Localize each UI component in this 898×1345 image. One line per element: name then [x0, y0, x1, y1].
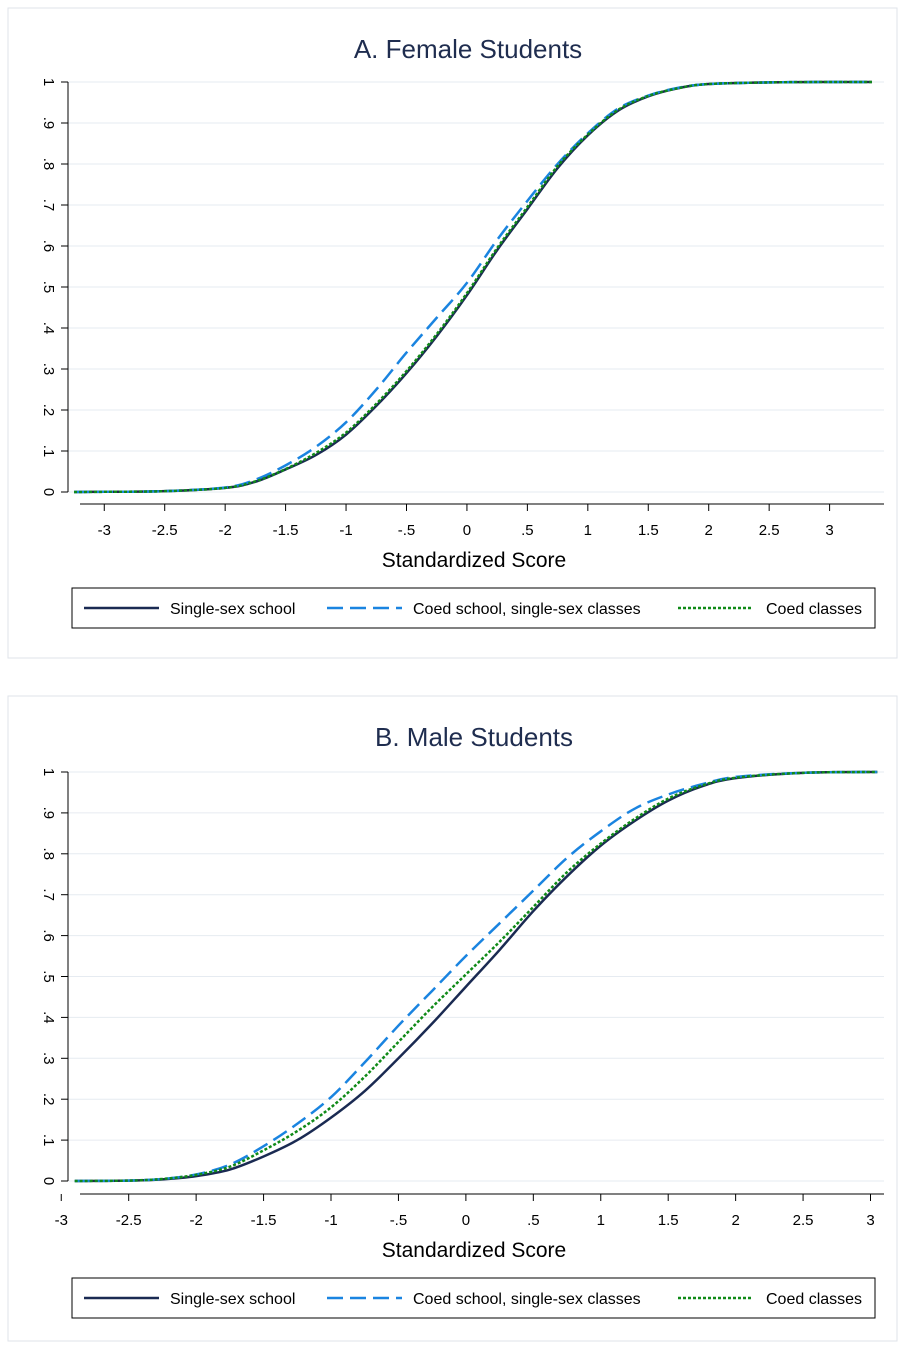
- panel-b-x-tick-label: 2: [731, 1212, 739, 1229]
- panel-b-title: B. Male Students: [375, 722, 573, 752]
- panel-a-x-tick-label: 2.5: [759, 522, 780, 539]
- panel-b-y-tick-label: 0: [40, 1177, 57, 1185]
- panel-a-x-tick-label: -1: [339, 522, 352, 539]
- panel-b-background: [7, 695, 898, 1342]
- panel-a-background: [7, 7, 898, 659]
- panel-b-y-tick-label: .5: [40, 970, 57, 983]
- panel-b-legend-label-single-sex-school: Single-sex school: [170, 1291, 295, 1308]
- panel-b-x-tick-label: 3: [866, 1212, 874, 1229]
- panel-b-y-tick-label: .7: [40, 888, 57, 901]
- panel-a-x-tick-label: -1.5: [273, 522, 299, 539]
- panel-b-y-tick-label: .8: [40, 848, 57, 861]
- panel-b-y-tick-label: .4: [40, 1011, 57, 1024]
- panel-b-legend-label-coed-classes: Coed classes: [766, 1291, 862, 1308]
- panel-b-series: [74, 770, 878, 1183]
- panel-b-y-tick-label: .2: [40, 1093, 57, 1106]
- panel-a: A. Female Students 0 .1 .2 .3 .4 .5 .6 .7 .8 .9 1 -…: [7, 7, 898, 659]
- panel-b-x-tick-label: .5: [527, 1212, 540, 1229]
- panel-a-x-tick-label: 1: [584, 522, 592, 539]
- panel-a-series-coed-classes: [74, 80, 872, 494]
- panel-b-x-tick-label: 2.5: [793, 1212, 814, 1229]
- panel-b-y-tick-label: .3: [40, 1052, 57, 1065]
- panel-b-x-tick-label: -1.5: [251, 1212, 277, 1229]
- panel-b-x-tick-label: 0: [462, 1212, 470, 1229]
- panel-a-y-tick-label: .9: [40, 117, 57, 130]
- panel-a-y-tick-label: .6: [40, 240, 57, 253]
- panel-a-x-tick-label: 1.5: [638, 522, 659, 539]
- panel-b-series-coed-classes: [74, 770, 878, 1183]
- panel-b-x-tick-label: -2.5: [116, 1212, 142, 1229]
- panel-b-y-tick-label: .9: [40, 807, 57, 820]
- panel-b-x-tick-label: -1: [324, 1212, 337, 1229]
- panel-a-x-tick-label: .5: [521, 522, 534, 539]
- panel-a-y-tick-label: 0: [40, 488, 57, 496]
- panel-b-y-tick-label: .1: [40, 1134, 57, 1147]
- panel-b-y-tick-label: 1: [40, 768, 57, 776]
- panel-a-y-tick-label: .5: [40, 281, 57, 294]
- panel-a-legend-box: [71, 587, 876, 629]
- panel-a-legend-label-coed-single-sex-classes: Coed school, single-sex classes: [413, 601, 641, 618]
- panel-a-x-tick-label: -3: [98, 522, 111, 539]
- panel-b-series-single-sex-school: [74, 770, 878, 1183]
- panel-a-legend-label-coed-classes: Coed classes: [766, 601, 862, 618]
- panel-a-y-tick-label: .3: [40, 363, 57, 376]
- panel-b-x-tick-label: 1.5: [658, 1212, 679, 1229]
- panel-b-legend-label-coed-single-sex-classes: Coed school, single-sex classes: [413, 1291, 641, 1308]
- panel-b: B. Male Students 0 .1 .2 .3 .4 .5 .6 .7 .8 .9 1 -3 -…: [7, 695, 898, 1342]
- panel-b-x-tick-label: -3: [55, 1212, 68, 1229]
- panel-a-title: A. Female Students: [354, 34, 582, 64]
- panel-b-x-tick-label: 1: [597, 1212, 605, 1229]
- panel-a-y-tick-label: .7: [40, 199, 57, 212]
- panel-a-x-tick-label: -2.5: [152, 522, 178, 539]
- panel-a-x-tick-label: -.5: [398, 522, 416, 539]
- panel-a-axes: 0 .1 .2 .3 .4 .5 .6 .7 .8 .9 1 -3 -2.5 -2 -1.5 -1 -.5 0 .5…: [40, 78, 884, 539]
- panel-b-y-tick-label: .6: [40, 929, 57, 942]
- panel-a-y-tick-label: .4: [40, 322, 57, 335]
- panel-b-axes: 0 .1 .2 .3 .4 .5 .6 .7 .8 .9 1 -3 -2.5 -2 -1.5 -1 -.5 0 .5…: [40, 768, 884, 1229]
- panel-a-x-tick-label: -2: [218, 522, 231, 539]
- panel-a-series-coed-school-single-sex-classes: [74, 80, 872, 494]
- panel-a-y-tick-label: 1: [40, 78, 57, 86]
- panel-a-x-tick-label: 2: [705, 522, 713, 539]
- panel-a-x-axis-label: Standardized Score: [382, 549, 566, 572]
- panel-b-x-tick-label: -.5: [390, 1212, 408, 1229]
- panel-b-legend-box: [71, 1277, 876, 1319]
- panel-a-y-tick-label: .1: [40, 445, 57, 458]
- panel-a-series: [74, 80, 872, 494]
- panel-a-y-tick-label: .8: [40, 158, 57, 171]
- panel-a-legend: Single-sex school Coed school, single-se…: [71, 587, 876, 629]
- panel-a-y-tick-label: .2: [40, 404, 57, 417]
- panel-b-x-tick-label: -2: [189, 1212, 202, 1229]
- panel-a-x-tick-label: 0: [463, 522, 471, 539]
- panel-a-x-tick-label: 3: [825, 522, 833, 539]
- panel-b-legend: Single-sex school Coed school, single-se…: [71, 1277, 876, 1319]
- panel-b-grid: [68, 771, 884, 1182]
- panel-a-legend-label-single-sex-school: Single-sex school: [170, 601, 295, 618]
- panel-b-x-axis-label: Standardized Score: [382, 1239, 566, 1262]
- panel-a-grid: [68, 81, 884, 493]
